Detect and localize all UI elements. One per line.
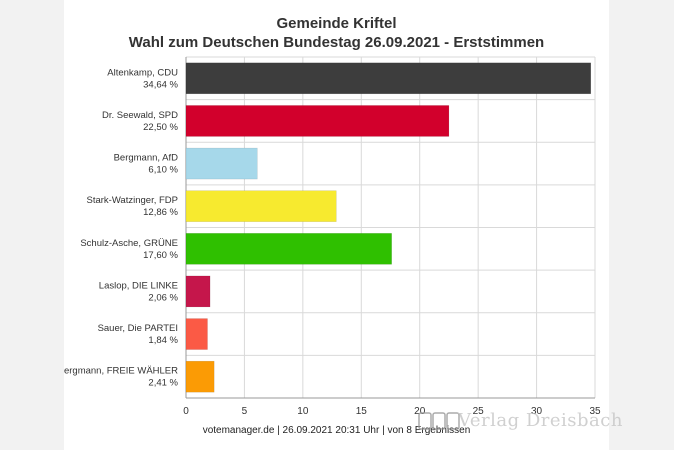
chart-title: Gemeinde Kriftel xyxy=(276,15,397,32)
value-label: 2,41 % xyxy=(148,378,178,389)
value-label: 17,60 % xyxy=(143,250,178,261)
category-label: Dr. Seewald, SPD xyxy=(102,110,178,121)
value-label: 1,84 % xyxy=(148,335,178,346)
category-label: Bergmann, AfD xyxy=(114,153,179,164)
value-label: 34,64 % xyxy=(143,79,178,90)
footer-text: votemanager.de | 26.09.2021 20:31 Uhr | … xyxy=(202,425,471,436)
category-label: Schulz-Asche, GRÜNE xyxy=(80,238,178,249)
x-tick-label: 10 xyxy=(297,406,309,417)
bar xyxy=(185,190,337,222)
x-tick-label: 30 xyxy=(531,406,543,417)
x-tick-label: 15 xyxy=(356,406,368,417)
bar xyxy=(185,147,258,180)
x-tick-label: 25 xyxy=(473,406,485,417)
bar xyxy=(185,233,392,265)
chart-subtitle: Wahl zum Deutschen Bundestag 26.09.2021 … xyxy=(128,34,545,51)
value-label: 12,86 % xyxy=(143,207,178,218)
category-label: Stark-Watzinger, FDP xyxy=(86,195,178,206)
category-label: Laslop, DIE LINKE xyxy=(99,280,178,291)
bar xyxy=(185,105,450,137)
category-label: Bergmann, FREIE WÄHLER xyxy=(64,366,178,377)
chart-frame: Gemeinde Kriftel Wahl zum Deutschen Bund… xyxy=(64,0,609,450)
watermark-text: Verlag Dreisbach xyxy=(458,410,623,431)
category-label: Altenkamp, CDU xyxy=(107,67,178,78)
category-label: Sauer, Die PARTEI xyxy=(98,323,178,334)
value-label: 22,50 % xyxy=(143,122,178,133)
value-label: 6,10 % xyxy=(148,165,178,176)
x-tick-label: 5 xyxy=(242,406,248,417)
value-label: 2,06 % xyxy=(148,292,178,303)
bar xyxy=(185,318,208,350)
x-tick-label: 0 xyxy=(183,406,189,417)
bar xyxy=(185,275,211,308)
bar xyxy=(185,360,215,393)
bar xyxy=(185,62,592,95)
x-tick-label: 35 xyxy=(589,406,601,417)
crest-logo xyxy=(418,412,460,430)
x-tick-label: 20 xyxy=(414,406,426,417)
